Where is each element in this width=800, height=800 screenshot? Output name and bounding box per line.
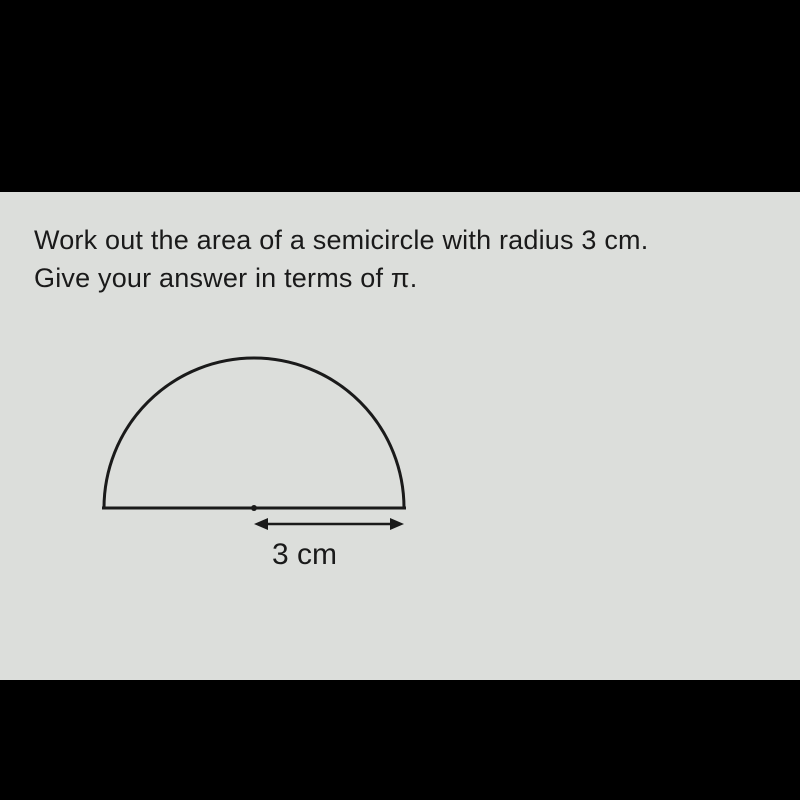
radius-label: 3 cm — [272, 538, 337, 572]
question-line-2: Give your answer in terms of π. — [34, 260, 766, 298]
question-line-1: Work out the area of a semicircle with r… — [34, 222, 766, 260]
arrowhead-right — [390, 518, 404, 530]
semicircle-svg — [94, 338, 434, 548]
semicircle-arc — [104, 358, 404, 508]
center-dot — [251, 505, 257, 511]
question-panel: Work out the area of a semicircle with r… — [0, 192, 800, 680]
question-text: Work out the area of a semicircle with r… — [34, 222, 766, 298]
semicircle-diagram: 3 cm — [94, 338, 434, 598]
arrowhead-left — [254, 518, 268, 530]
